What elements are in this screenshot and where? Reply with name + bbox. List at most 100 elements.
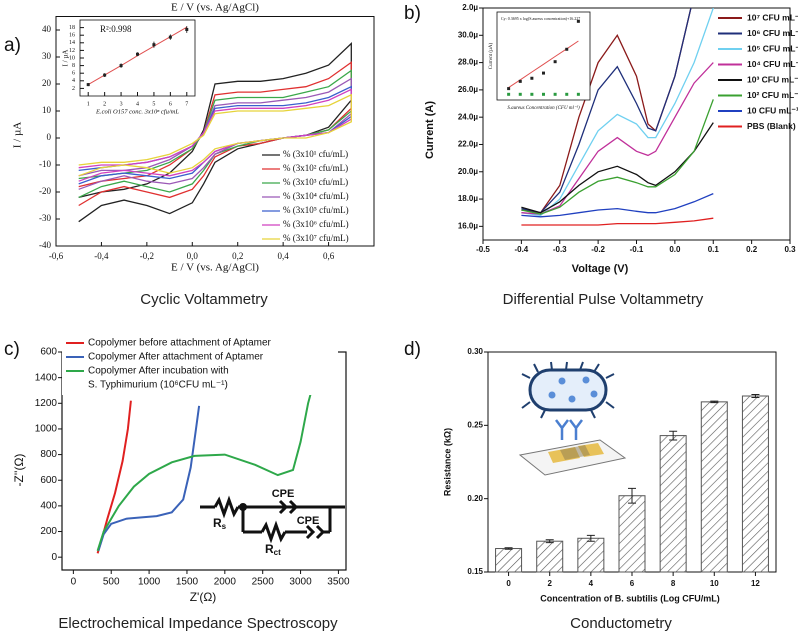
x-tick-label: 0,2 [232, 251, 243, 261]
y-tick-label: 600 [40, 347, 57, 358]
y-tick-label: 10 [69, 55, 75, 61]
y-tick-label: 18.0µ [458, 194, 479, 203]
y-tick-label: 400 [40, 501, 57, 512]
plot-frame [55, 16, 375, 247]
y-tick-label: -10 [39, 159, 51, 169]
y-tick-label: 20.0µ [458, 167, 479, 176]
error-bar [628, 487, 636, 504]
y-tick-label: 2.0µ [462, 3, 478, 12]
bar [577, 537, 605, 573]
error-bar [504, 547, 513, 550]
x-axis-label: E / V (vs. Ag/AgCl) [171, 262, 259, 274]
bar [536, 540, 564, 573]
x-tick-label: 1000 [138, 577, 161, 588]
caption: Cyclic Voltammetry [140, 291, 268, 308]
y-tick-label: 8 [72, 63, 75, 69]
y-tick-label: 22.0µ [458, 140, 479, 149]
circuit-label: R [213, 516, 222, 530]
circuit-label: Rct [265, 542, 281, 557]
x-tick-label: -0.1 [630, 245, 644, 254]
x-tick-label: -0.5 [476, 245, 490, 254]
data-point [553, 92, 557, 96]
y-axis-label: I / µA [12, 122, 24, 149]
caption: Electrochemical Impedance Spectroscopy [58, 615, 338, 632]
data-point [103, 73, 107, 77]
data-point [152, 43, 156, 47]
y-tick-label: -20 [39, 186, 51, 196]
legend-label: % (3x10² cfu/mL) [283, 163, 348, 173]
equivalent-circuit [200, 495, 345, 544]
y-tick-label: 12 [69, 48, 75, 54]
inset-annotation: R²:0.998 [100, 24, 132, 34]
bar [618, 495, 646, 573]
panel-label: d) [404, 339, 421, 360]
data-point [542, 92, 545, 96]
x-tick-label: -0.4 [514, 245, 528, 254]
panel-label: b) [404, 3, 421, 24]
x-tick-label: 0.3 [784, 245, 796, 254]
inset-background [496, 11, 591, 101]
y-tick-label: 1200 [35, 398, 58, 409]
x-axis-label: Voltage (V) [572, 263, 629, 275]
chart-title: E / V (vs. Ag/AgCl) [171, 2, 259, 14]
inset-background [79, 19, 196, 97]
data-point [168, 35, 172, 39]
error-bar [586, 534, 595, 542]
data-point [530, 76, 534, 80]
x-tick-label: 2500 [252, 577, 275, 588]
data-point [565, 92, 569, 96]
legend-label: % (3x10⁶ cfu/mL) [283, 219, 349, 229]
inset-y-label: I / µA [62, 50, 70, 67]
data-point [136, 52, 139, 56]
data-line [521, 217, 714, 226]
legend-label: % (3x10¹ cfu/mL) [283, 149, 348, 159]
legend-label: % (3x10⁵ cfu/mL) [283, 205, 349, 215]
y-tick-label: 18 [69, 25, 75, 31]
x-axis-label: Z'(Ω) [190, 590, 217, 604]
legend-label: % (3x10⁴ cfu/mL) [283, 191, 349, 201]
x-tick-label: 8 [671, 579, 676, 588]
x-tick-label: 6 [169, 101, 172, 107]
x-tick-label: -0.3 [553, 245, 567, 254]
legend-label: 10² CFU mL⁻¹ [747, 90, 798, 100]
x-tick-label: 0 [71, 577, 77, 588]
legend-box [62, 335, 338, 395]
y-tick-label: 20 [42, 78, 52, 88]
x-tick-label: -0,4 [94, 251, 109, 261]
x-tick-label: 4 [136, 101, 139, 107]
legend-label: Copolymer before attachment of Aptamer [88, 338, 272, 349]
data-point [530, 92, 534, 96]
bar [659, 435, 687, 573]
y-tick-label: 40 [42, 24, 52, 34]
inset-annotation: Cy: 0.3695 x log(S.aureus concentration)… [501, 16, 580, 21]
x-tick-label: 4 [589, 579, 594, 588]
y-tick-label: 200 [40, 526, 57, 537]
data-point [553, 60, 557, 64]
legend-label: 10⁶ CFU mL⁻¹ [747, 28, 798, 38]
y-axis-label: Current (A) [424, 101, 436, 159]
x-tick-label: 3500 [327, 577, 350, 588]
y-tick-label: -40 [39, 240, 51, 250]
legend-label: 10 CFU mL⁻¹ [747, 105, 798, 115]
inset-y-label: Current (µA) [489, 42, 494, 69]
y-tick-label: 800 [40, 449, 57, 460]
y-tick-label: 16.0µ [458, 221, 479, 230]
circuit-label: R [265, 542, 274, 556]
y-tick-label: 28.0µ [458, 58, 479, 67]
bar [741, 395, 769, 573]
error-bar [669, 430, 678, 441]
data-point [119, 64, 123, 68]
error-bar [710, 400, 719, 404]
data-line [521, 62, 714, 215]
error-bar [751, 394, 760, 398]
y-tick-label: 1000 [35, 424, 58, 435]
y-tick-label: 0.15 [467, 567, 483, 576]
x-tick-label: 0 [506, 579, 511, 588]
y-tick-label: 4 [72, 78, 75, 84]
data-line [521, 122, 714, 214]
y-tick-label: 16 [69, 33, 75, 39]
legend-label: 10⁴ CFU mL⁻¹ [747, 59, 798, 69]
x-tick-label: 0,4 [278, 251, 290, 261]
y-tick-label: 14 [69, 40, 75, 46]
